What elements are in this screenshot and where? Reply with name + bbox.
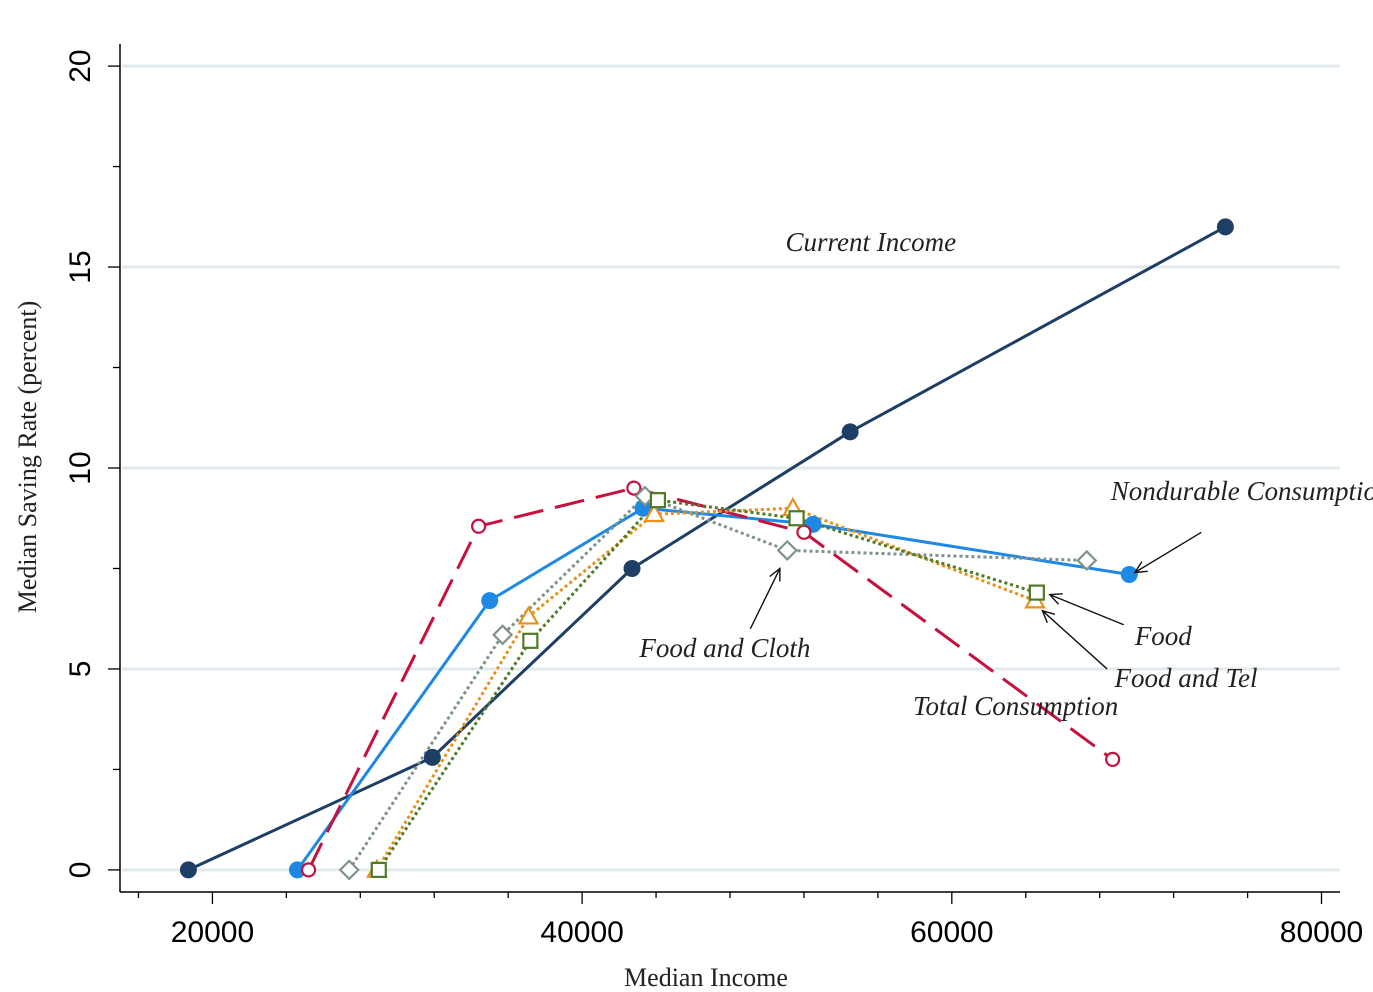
data-point-current-income <box>841 423 859 441</box>
gridlines <box>122 64 1340 872</box>
annotation-nondurable-consumption: Nondurable Consumption <box>1110 476 1373 506</box>
data-point-nondurable-consumption <box>1120 566 1138 584</box>
data-point-food-and-cloth <box>492 624 514 646</box>
annotation-arrow-head <box>1133 561 1148 574</box>
annotation-arrow-head <box>1048 593 1063 605</box>
data-point-food <box>788 510 805 527</box>
x-tick-label: 80000 <box>1280 916 1363 949</box>
annotation-arrow-head <box>769 567 781 582</box>
annotation-arrow-line <box>1041 610 1108 670</box>
data-point-food-and-tel <box>517 605 540 625</box>
series-line-total-consumption <box>307 486 1114 871</box>
data-point-food <box>370 861 387 879</box>
data-point-food-and-cloth <box>338 859 360 881</box>
data-point-food-and-tel <box>643 503 666 523</box>
x-tick-label: 20000 <box>171 916 254 949</box>
data-point-total-consumption <box>1105 751 1121 767</box>
data-point-current-income <box>1216 218 1234 236</box>
y-tick-label: 20 <box>64 49 97 82</box>
data-point-nondurable-consumption <box>288 861 306 879</box>
annotation-arrow-line <box>1049 593 1124 626</box>
annotation-food: Food <box>1134 621 1192 651</box>
x-axis-title: Median Income <box>624 963 788 992</box>
data-point-food-and-cloth <box>1076 549 1098 571</box>
series-line-food-and-cloth <box>347 494 1087 871</box>
annotations: Current Income Nondurable Consumption Food… <box>638 227 1373 721</box>
annotation-current-income: Current Income <box>785 227 956 257</box>
y-tick-label: 0 <box>64 862 97 879</box>
annotation-arrow-line <box>1134 531 1202 574</box>
annotation-food-and-cloth: Food and Cloth <box>638 633 810 663</box>
x-tick-label: 40000 <box>540 916 623 949</box>
series-markers <box>179 218 1234 881</box>
data-point-total-consumption <box>471 518 487 534</box>
data-point-current-income <box>623 559 641 577</box>
data-point-current-income <box>179 861 197 879</box>
annotation-total-consumption: Total Consumption <box>913 691 1118 721</box>
y-tick-label: 15 <box>64 250 97 283</box>
annotation-arrow-line <box>749 568 781 630</box>
data-point-food <box>649 492 667 509</box>
data-point-total-consumption <box>300 862 317 878</box>
annotation-food-and-tel: Food and Tel <box>1113 663 1257 693</box>
data-point-food <box>1028 584 1045 601</box>
x-tick-label: 60000 <box>910 916 993 949</box>
y-axis-title: Median Saving Rate (percent) <box>13 301 42 614</box>
axes: 0 5 10 15 20 20000 40000 60000 80000 <box>64 44 1363 949</box>
data-point-nondurable-consumption <box>481 592 499 610</box>
data-point-total-consumption <box>796 524 812 540</box>
data-point-food <box>522 632 539 649</box>
data-point-food-and-cloth <box>776 539 798 561</box>
y-tick-label: 5 <box>64 661 97 678</box>
y-tick-label: 10 <box>64 451 97 484</box>
data-point-total-consumption <box>626 480 642 496</box>
annotation-arrow-head <box>1041 609 1056 623</box>
data-point-current-income <box>423 748 441 766</box>
